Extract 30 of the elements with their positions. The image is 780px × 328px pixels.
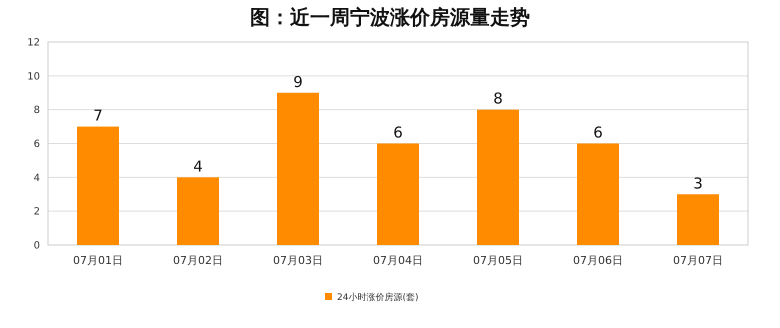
data-label: 4 [193, 157, 203, 176]
data-label: 9 [293, 72, 303, 91]
y-tick-label: 12 [27, 38, 40, 48]
data-label: 6 [593, 124, 603, 142]
bar [577, 144, 619, 245]
bar [477, 110, 519, 245]
x-tick-label: 07月02日 [173, 254, 223, 267]
data-label: 6 [393, 124, 403, 142]
data-label: 3 [693, 174, 703, 192]
y-tick-label: 0 [34, 240, 40, 252]
x-tick-label: 07月04日 [373, 254, 423, 267]
bar [677, 194, 719, 245]
data-label: 8 [493, 90, 503, 108]
y-tick-label: 10 [27, 71, 40, 82]
y-tick-label: 6 [34, 139, 40, 150]
y-tick-label: 2 [34, 206, 40, 218]
bar [77, 126, 119, 245]
bar [377, 144, 419, 245]
x-tick-label: 07月01日 [73, 254, 123, 267]
bar [277, 92, 319, 245]
x-tick-label: 07月05日 [473, 254, 523, 267]
bar [177, 177, 219, 245]
chart-title: 图：近一周宁波涨价房源量走势 [250, 5, 530, 29]
y-tick-label: 8 [34, 105, 40, 116]
y-tick-label: 4 [34, 172, 40, 184]
x-tick-label: 07月06日 [573, 254, 623, 267]
x-tick-label: 07月07日 [673, 254, 723, 267]
legend-label: 24小时涨价房源(套) [337, 292, 418, 304]
data-label: 7 [93, 106, 103, 125]
x-tick-label: 07月03日 [273, 254, 323, 267]
